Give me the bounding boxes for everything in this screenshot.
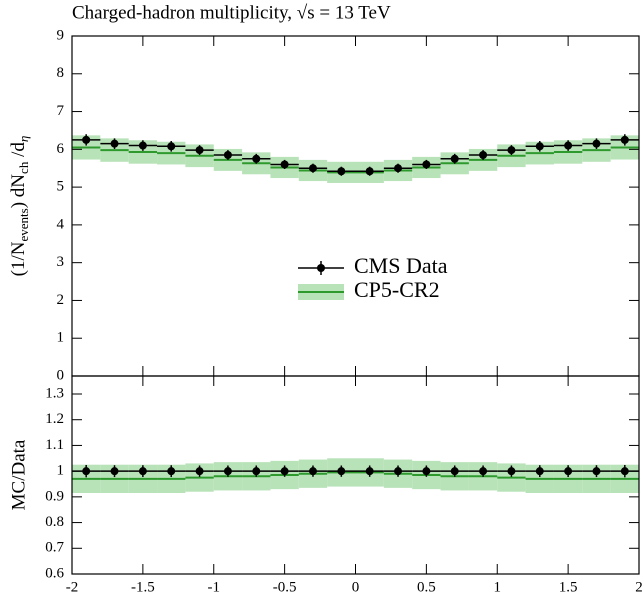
data-point bbox=[195, 146, 204, 155]
y-tick-label: 9 bbox=[57, 27, 65, 43]
y-axis-label-part: (1/N bbox=[8, 241, 29, 276]
data-point bbox=[365, 467, 374, 476]
x-tick-label: 2 bbox=[635, 579, 643, 595]
legend-label: CP5-CR2 bbox=[354, 277, 440, 302]
data-point bbox=[223, 467, 232, 476]
data-point bbox=[564, 141, 573, 150]
x-tick-label: 0 bbox=[352, 579, 360, 595]
data-point bbox=[252, 154, 261, 163]
data-point bbox=[422, 160, 431, 169]
y-tick-label: 1.3 bbox=[45, 385, 64, 401]
x-tick-label: 1.5 bbox=[559, 579, 578, 595]
y-tick-label: 2 bbox=[57, 292, 65, 308]
data-point bbox=[308, 164, 317, 173]
data-point bbox=[110, 467, 119, 476]
x-tick-label: -1.5 bbox=[131, 579, 155, 595]
y-tick-label: 0.8 bbox=[45, 514, 64, 530]
y-tick-label: 8 bbox=[57, 65, 65, 81]
y-tick-label: 5 bbox=[57, 179, 65, 195]
data-point bbox=[592, 139, 601, 148]
chart-title: Charged-hadron multiplicity, √s = 13 TeV bbox=[72, 2, 391, 23]
data-point bbox=[223, 151, 232, 159]
data-point bbox=[620, 467, 629, 476]
y-tick-label: 0.9 bbox=[45, 488, 64, 504]
data-point bbox=[280, 160, 289, 169]
y-tick-label: 0.7 bbox=[45, 540, 64, 556]
x-tick-label: -1 bbox=[208, 579, 221, 595]
data-point bbox=[507, 146, 516, 155]
y-tick-label: 1 bbox=[57, 463, 65, 479]
plot-frame bbox=[71, 35, 640, 377]
data-point bbox=[82, 135, 91, 144]
y-axis-label: (1/Nevents) dNch /dη bbox=[8, 136, 31, 277]
data-point bbox=[535, 467, 544, 476]
data-point bbox=[252, 467, 261, 476]
data-point bbox=[564, 467, 573, 476]
x-tick-label: 0.5 bbox=[417, 579, 436, 595]
data-point bbox=[450, 467, 459, 476]
data-point bbox=[138, 467, 147, 476]
data-point bbox=[167, 467, 176, 476]
y-axis-label-part: ) dN bbox=[8, 174, 29, 209]
legend-marker bbox=[317, 264, 325, 272]
y-axis-label-subscript: events bbox=[16, 208, 31, 241]
y-tick-label: 7 bbox=[57, 103, 65, 119]
x-tick-label: -0.5 bbox=[273, 579, 297, 595]
y-axis-label-subscript: ch bbox=[16, 161, 31, 174]
data-point bbox=[195, 467, 204, 476]
y-tick-label: 1 bbox=[57, 330, 65, 346]
data-point bbox=[138, 141, 147, 150]
y-tick-label: 1.2 bbox=[45, 411, 64, 427]
data-point bbox=[308, 467, 317, 476]
data-point bbox=[535, 142, 544, 151]
x-tick-label: -2 bbox=[66, 579, 79, 595]
y-tick-label: 0 bbox=[57, 367, 65, 383]
y-axis-label-part: /d bbox=[8, 142, 29, 162]
data-point bbox=[167, 142, 176, 151]
data-point bbox=[479, 151, 488, 159]
data-point bbox=[450, 154, 459, 163]
data-point bbox=[479, 467, 488, 476]
x-axis-label: η bbox=[625, 594, 635, 597]
y-tick-label: 3 bbox=[57, 254, 65, 270]
y-tick-label: 6 bbox=[57, 141, 65, 157]
legend-label: CMS Data bbox=[354, 253, 448, 278]
data-point bbox=[280, 467, 289, 476]
y-tick-label: 4 bbox=[57, 216, 65, 232]
data-point bbox=[592, 467, 601, 476]
data-point bbox=[110, 139, 119, 148]
x-tick-label: 1 bbox=[494, 579, 502, 595]
data-point bbox=[507, 467, 516, 476]
data-point bbox=[394, 164, 403, 173]
data-point bbox=[82, 467, 91, 476]
y-axis-label: MC/Data bbox=[8, 439, 29, 510]
y-tick-label: 1.1 bbox=[45, 437, 64, 453]
data-point bbox=[337, 167, 346, 176]
y-axis-label-subscript: η bbox=[16, 136, 31, 142]
data-point bbox=[620, 135, 629, 144]
data-point bbox=[365, 167, 374, 176]
y-tick-label: 0.6 bbox=[45, 565, 64, 581]
data-point bbox=[337, 467, 346, 476]
data-point bbox=[422, 467, 431, 476]
data-point bbox=[394, 467, 403, 476]
